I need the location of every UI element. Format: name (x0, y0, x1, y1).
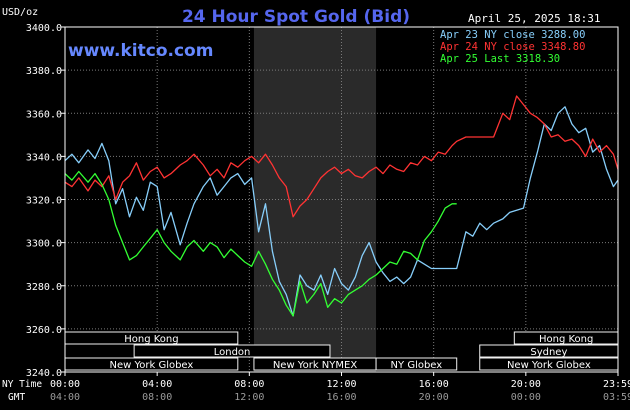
x-tick-label-ny: 23:59 (603, 379, 630, 390)
session-layer: Hong Kong Hong Kong London Sydney New York G… (64, 331, 619, 371)
x-tick-label-gmt: 08:00 (142, 392, 172, 403)
x-tick-label-ny: 16:00 (419, 379, 449, 390)
y-tick-label: 3260.0 (26, 325, 62, 336)
x-tick-label-gmt: 00:00 (511, 392, 541, 403)
session-label: London (214, 347, 251, 358)
y-tick-label: 3340.0 (26, 152, 62, 163)
legend-entry-series-1: Apr 23 NY close 3288.00 (440, 29, 585, 41)
watermark-text: www.kitco.com (68, 41, 213, 61)
ny-time-row-label: NY Time (2, 379, 42, 390)
series-line-2 (64, 95, 619, 218)
session-label: New York NYMEX (273, 360, 358, 371)
y-tick-label: 3360.0 (26, 109, 62, 120)
legend-entry-series-3: Apr 25 Last 3318.30 (440, 53, 560, 65)
gmt-row-label: GMT (8, 392, 25, 403)
x-tick-label-gmt: 12:00 (234, 392, 264, 403)
x-tick-label-ny: 20:00 (511, 379, 541, 390)
y-axis-unit-label: USD/oz (2, 7, 38, 18)
plot-frame (64, 26, 619, 373)
axis-layer: 3400.0 3380.0 3360.0 3340.0 3320.0 3300.0 3280… (26, 23, 630, 403)
y-tick-label: 3300.0 (26, 239, 62, 250)
y-tick-label: 3280.0 (26, 282, 62, 293)
legend: Apr 23 NY close 3288.00 Apr 24 NY close … (440, 29, 585, 65)
series-line-1 (64, 106, 619, 317)
nymex-session-shade (253, 27, 377, 372)
x-tick-label-ny: 08:00 (234, 379, 264, 390)
session-box (375, 357, 458, 371)
y-tick-label: 3380.0 (26, 66, 62, 77)
nymex-shade-layer (253, 27, 377, 372)
y-tick-label: 3400.0 (26, 23, 62, 34)
session-label: New York Globex (507, 360, 591, 371)
x-tick-label-gmt: 03:59 (603, 392, 630, 403)
session-label: NY Globex (391, 360, 443, 371)
x-tick-label-ny: 04:00 (142, 379, 172, 390)
session-label: Sydney (530, 347, 567, 358)
date-stamp: April 25, 2025 18:31 (468, 12, 600, 25)
session-box (133, 344, 331, 358)
x-tick-label-gmt: 20:00 (419, 392, 449, 403)
legend-entry-series-2: Apr 24 NY close 3348.80 (440, 41, 585, 53)
x-tick-label-ny: 00:00 (50, 379, 80, 390)
chart-title: 24 Hour Spot Gold (Bid) (182, 7, 410, 27)
session-label: New York Globex (109, 360, 193, 371)
series-line-3 (64, 170, 457, 317)
session-label: Hong Kong (124, 334, 178, 345)
x-tick-label-gmt: 04:00 (50, 392, 80, 403)
x-tick-label-ny: 12:00 (326, 379, 356, 390)
session-label: Hong Kong (539, 334, 593, 345)
y-tick-label: 3240.0 (26, 368, 62, 379)
y-tick-label: 3320.0 (26, 196, 62, 207)
x-tick-label-gmt: 16:00 (326, 392, 356, 403)
series-layer (64, 95, 619, 317)
